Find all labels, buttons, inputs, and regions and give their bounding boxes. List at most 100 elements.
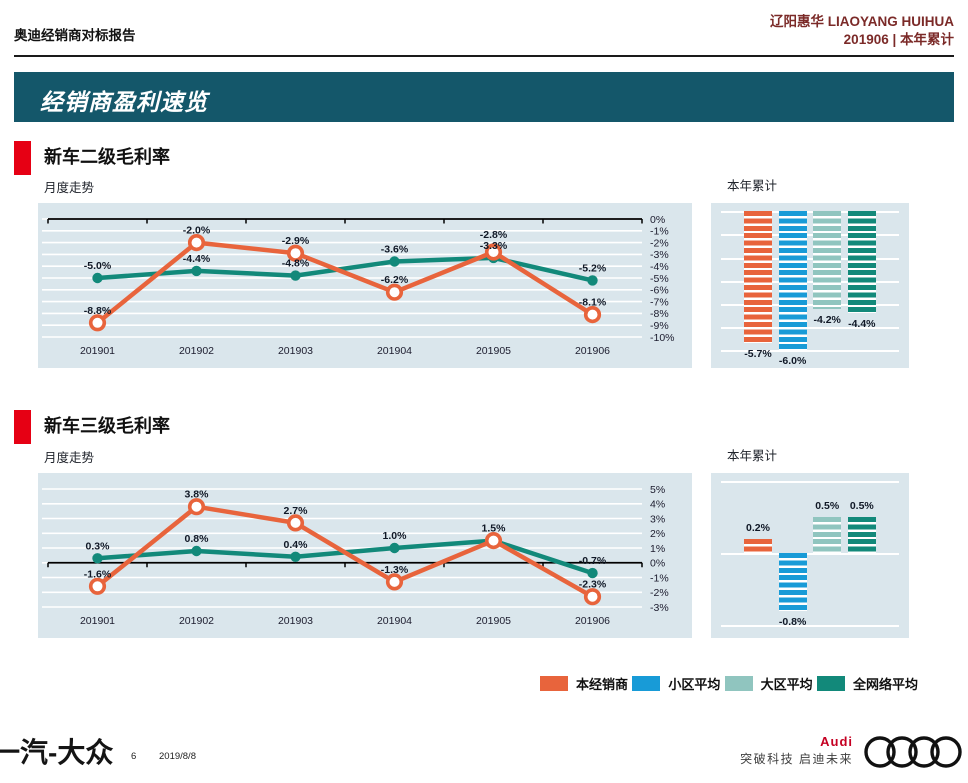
legend-label: 本经销商 — [576, 677, 629, 692]
marker-dealer — [583, 588, 602, 606]
y-tick-label: -2% — [650, 237, 669, 249]
marker-dealer — [88, 577, 107, 595]
audi-wordmark: Audi — [820, 734, 853, 749]
audi-tagline-block: Audi 突破科技 启迪未来 — [740, 734, 853, 767]
data-label: 0.4% — [284, 539, 309, 551]
x-tick-label: 201901 — [80, 345, 115, 357]
y-tick-label: -4% — [650, 261, 669, 273]
legend-item-dealer: 本经销商 — [540, 674, 628, 693]
marker-network — [191, 265, 202, 277]
bar-region — [813, 211, 842, 309]
data-label: 1.0% — [383, 530, 408, 542]
marker-dealer — [187, 498, 206, 516]
data-label: 3.8% — [185, 489, 210, 501]
section1-marker — [14, 141, 31, 175]
section2-title: 新车三级毛利率 — [44, 416, 170, 436]
x-tick-label: 201905 — [476, 615, 511, 627]
marker-dealer — [385, 573, 404, 591]
region-swatch — [724, 676, 753, 691]
dealer-header: 辽阳惠华 LIAOYANG HUIHUA 201906 | 本年累计 — [770, 13, 954, 49]
legend-item-district: 小区平均 — [632, 674, 720, 693]
marker-dealer — [286, 244, 305, 262]
marker-network — [92, 553, 103, 564]
bar-dealer — [744, 211, 772, 344]
y-tick-label: 0% — [650, 558, 665, 570]
data-label: -8.1% — [579, 297, 607, 309]
line-chart-svg: 0%-1%-2%-3%-4%-5%-6%-7%-8%-9%-10% 201901 2… — [42, 214, 675, 357]
page-number: 6 — [131, 751, 137, 762]
series-line-dealer — [95, 240, 595, 326]
bar-dealer — [744, 538, 772, 553]
marker-network — [92, 272, 103, 284]
audi-slogan: 突破科技 启迪未来 — [740, 752, 853, 766]
x-tick-label: 201905 — [476, 345, 511, 357]
x-tick-label: 201901 — [80, 615, 115, 627]
section2-marker — [14, 410, 31, 444]
y-tick-label: -7% — [650, 296, 669, 308]
x-tick-label: 201906 — [575, 345, 610, 357]
bar-region — [813, 517, 842, 553]
marker-network — [389, 542, 400, 554]
y-tick-label: -5% — [650, 273, 669, 285]
section2-trend-label: 月度走势 — [44, 451, 95, 465]
section2-bar-chart: 0.2% -0.8% 0.5% 0.5% — [711, 473, 909, 638]
data-label: -1.6% — [84, 568, 112, 580]
marker-dealer — [286, 514, 305, 532]
section1-line-chart: 0% -1% -2% -3% -4% -5% -6% -7% -8% -9% -10% 201901 2… — [38, 203, 692, 368]
y-tick-label: -10% — [650, 332, 675, 344]
x-tick-label: 201902 — [179, 615, 214, 627]
header-divider — [14, 55, 954, 57]
legend-item-region: 大区平均 — [724, 674, 813, 693]
bar-district — [778, 553, 807, 611]
data-label: -2.9% — [282, 235, 310, 247]
grid-line — [721, 211, 899, 213]
y-tick-label: 0% — [650, 214, 665, 226]
marker-network — [587, 275, 598, 286]
section1-ytd-label: 本年累计 — [727, 179, 778, 193]
marker-dealer — [88, 314, 107, 332]
section1-trend-label: 月度走势 — [44, 181, 95, 195]
y-tick-label: 5% — [650, 484, 665, 496]
legend-label: 全网络平均 — [852, 677, 918, 692]
y-tick-label: 1% — [650, 543, 665, 555]
y-tick-label: -1% — [650, 226, 669, 238]
y-tick-label: -2% — [650, 587, 669, 599]
marker-dealer — [484, 531, 503, 550]
y-tick-label: 4% — [650, 499, 665, 511]
grid-line — [721, 350, 899, 353]
y-tick-label: -3% — [650, 602, 669, 614]
data-label: -0.7% — [579, 555, 607, 567]
data-label: 2.7% — [284, 505, 309, 517]
district-swatch — [632, 676, 661, 691]
y-tick-label: -1% — [650, 572, 669, 584]
bar-value-label: 0.5% — [815, 500, 840, 512]
data-label: 0.8% — [185, 533, 210, 545]
grid-line — [721, 303, 899, 306]
series-line-dealer — [95, 504, 595, 599]
grid-line — [721, 553, 899, 555]
section-banner: 经销商盈利速览 — [14, 72, 954, 122]
chart-legend: 本经销商 小区平均 大区平均 全网络平均 — [540, 674, 918, 693]
grid-line — [721, 625, 899, 627]
report-title: 奥迪经销商对标报告 — [14, 28, 136, 43]
y-tick-label: -6% — [650, 285, 669, 297]
data-label: -1.3% — [381, 564, 409, 576]
x-tick-label: 201903 — [278, 615, 313, 627]
bar-value-label: 0.5% — [849, 500, 874, 512]
section2-ytd-label: 本年累计 — [727, 449, 778, 463]
grid-line — [721, 481, 899, 483]
marker-dealer — [385, 283, 404, 301]
bar-value-label: -0.8% — [778, 615, 807, 628]
report-period: 201906 | 本年累计 — [843, 32, 954, 47]
data-label: -3.6% — [381, 244, 409, 256]
data-label: -3.3% — [480, 240, 508, 252]
marker-network — [290, 551, 301, 562]
data-label: -2.8% — [480, 229, 508, 241]
x-tick-label: 201904 — [377, 345, 412, 357]
marker-network — [587, 567, 598, 579]
data-label: -6.2% — [381, 274, 409, 286]
bar-value-label: -4.4% — [848, 318, 876, 331]
marker-dealer — [484, 243, 503, 261]
y-tick-label: 2% — [650, 528, 665, 540]
